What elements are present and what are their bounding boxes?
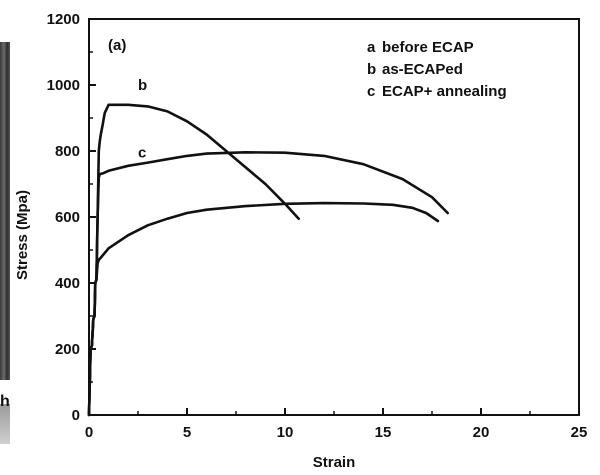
axis-ticks [88, 18, 580, 416]
legend-key-b: b [367, 61, 376, 78]
plot-frame [88, 18, 580, 416]
y-tick-label: 600 [55, 209, 80, 226]
x-tick-label: 20 [473, 424, 490, 441]
adjacent-micrograph-edge-lower [0, 404, 10, 444]
x-tick-label: 0 [85, 424, 93, 441]
legend-text-a: before ECAP [382, 39, 474, 56]
series-layer [87, 103, 449, 417]
legend-text-c: ECAP+ annealing [382, 83, 507, 100]
legend-key-a: a [367, 39, 376, 56]
x-tick-label: 10 [277, 424, 294, 441]
y-axis-label: Stress (Mpa) [14, 190, 31, 280]
y-tick-label: 0 [72, 407, 80, 424]
legend: a before ECAP b as-ECAPed c ECAP+ anneal… [367, 39, 507, 100]
axis-tick-labels: 0 5 10 15 20 25 0 200 400 600 800 1000 1200 [47, 11, 588, 441]
series-curve-a [87, 201, 440, 417]
y-tick-label: 200 [55, 341, 80, 358]
series-label-b: b [138, 77, 147, 94]
series-label-c: c [138, 145, 146, 162]
x-tick-label: 5 [183, 424, 191, 441]
adjacent-micrograph-edge [0, 42, 10, 380]
x-tick-label: 25 [571, 424, 588, 441]
y-tick-label: 1000 [47, 77, 80, 94]
y-tick-label: 800 [55, 143, 80, 160]
x-axis-label: Strain [313, 454, 356, 471]
series-curve-c [87, 151, 449, 417]
y-tick-label: 400 [55, 275, 80, 292]
x-tick-label: 15 [375, 424, 392, 441]
adjacent-panel-letter: h [0, 393, 10, 410]
legend-text-b: as-ECAPed [382, 61, 463, 78]
panel-label: (a) [108, 37, 126, 54]
series-labels: bc [138, 77, 147, 162]
y-tick-label: 1200 [47, 11, 80, 28]
legend-key-c: c [367, 83, 375, 100]
